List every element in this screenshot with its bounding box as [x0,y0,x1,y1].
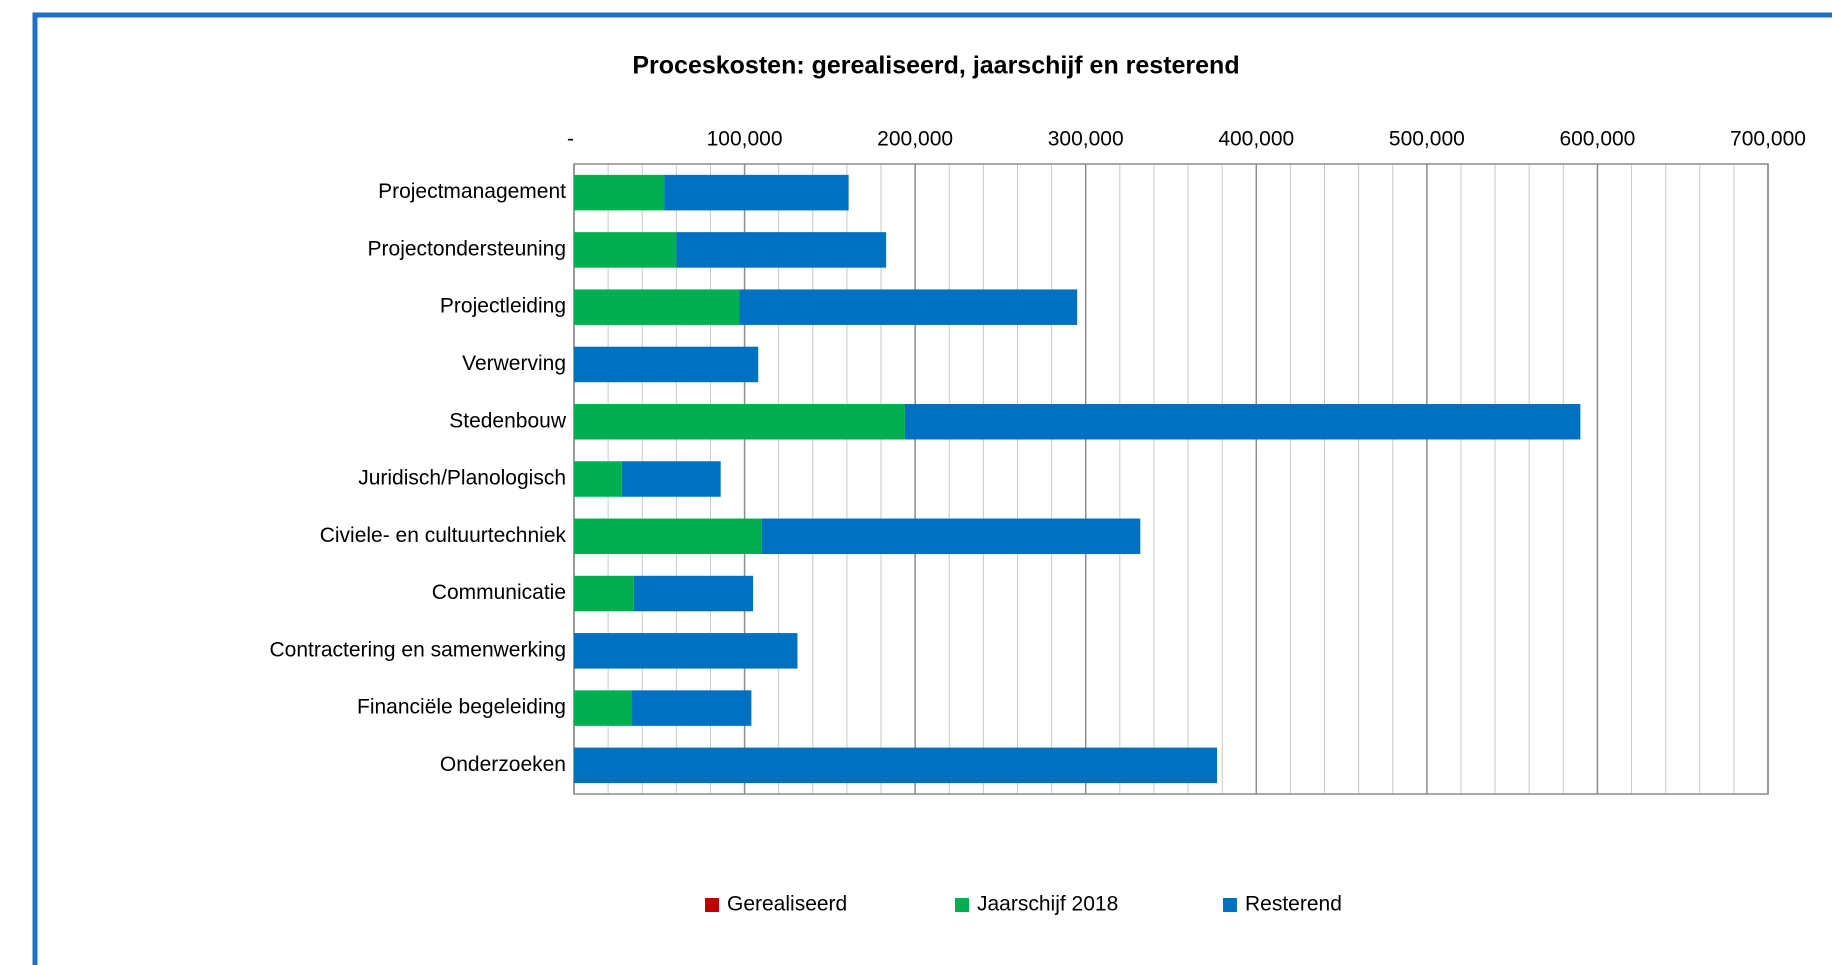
bar-segment [574,633,798,669]
bar-segment [574,461,622,497]
legend-swatch [705,898,719,912]
x-tick-label: 700,000 [1730,128,1806,151]
bar-segment [574,232,677,268]
bar-segment [574,289,740,325]
bar-segment [633,575,754,612]
bar-segment [574,518,762,555]
bar-segment [621,461,721,497]
legend-label: Gerealiseerd [727,893,847,916]
bar-segment [676,232,887,268]
legend-label: Resterend [1245,893,1342,916]
y-tick-label: Juridisch/Planologisch [358,467,566,490]
legend-swatch [955,898,969,912]
bar-segment [664,174,849,211]
bar-segment [904,403,1581,440]
frame [32,12,1832,965]
bar-segment [574,174,665,211]
bar-segment [574,403,905,440]
x-tick-label: 600,000 [1559,128,1635,151]
x-tick-label: 500,000 [1389,128,1465,151]
x-tick-label: 300,000 [1048,128,1124,151]
y-tick-label: Civiele- en cultuurtechniek [320,524,567,547]
y-tick-label: Onderzoeken [440,753,566,776]
bar-segment [761,518,1141,555]
y-tick-label: Communicatie [432,581,566,604]
bar-segment [574,690,632,726]
x-tick-label: 100,000 [707,128,783,151]
y-tick-label: Contractering en samenwerking [270,638,566,661]
x-tick-label: 200,000 [877,128,953,151]
legend-label: Jaarschijf 2018 [977,893,1118,916]
bar-segment [574,346,759,383]
y-tick-label: Stedenbouw [449,409,567,432]
x-tick-label: 400,000 [1218,128,1294,151]
y-tick-label: Projectmanagement [378,180,566,203]
y-tick-label: Projectondersteuning [368,237,566,260]
chart-title: Proceskosten: gerealiseerd, jaarschijf e… [632,52,1239,80]
bar-segment [574,747,1218,784]
legend-swatch [1223,898,1237,912]
bar-segment [574,575,634,612]
x-tick-label: - [567,128,574,151]
y-tick-label: Financiële begeleiding [357,696,566,719]
bar-segment [631,690,752,726]
y-tick-label: Verwerving [462,352,566,375]
bar-segment [739,289,1078,325]
y-tick-label: Projectleiding [440,295,566,318]
